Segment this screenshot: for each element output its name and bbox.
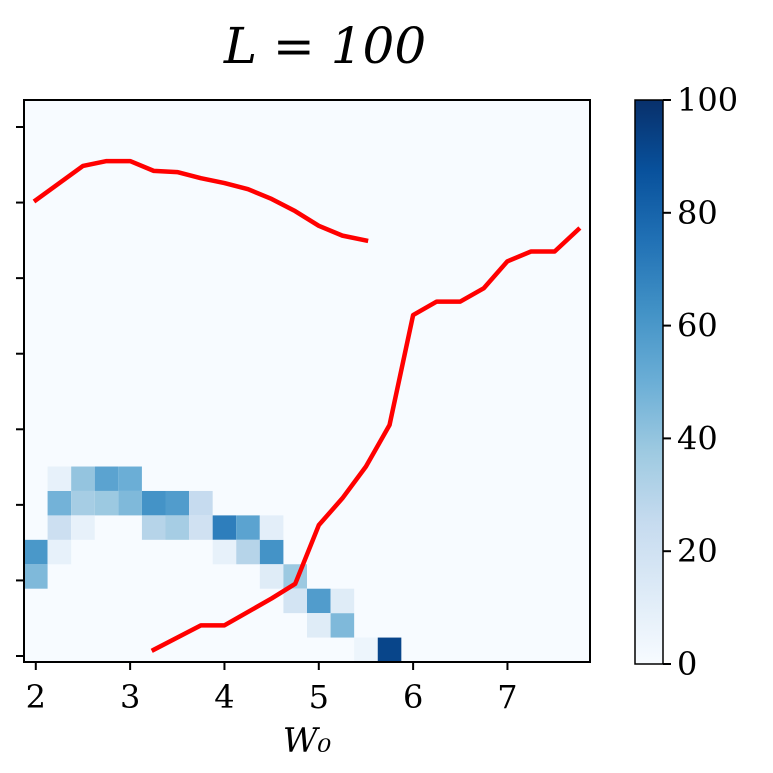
plot-frame (23, 99, 591, 663)
heatmap-cell (94, 490, 119, 516)
series-lines (32, 158, 582, 653)
x-tick-label: 6 (403, 678, 423, 716)
colorbar-tick-label: 80 (677, 194, 718, 232)
heatmap-cell (212, 539, 237, 565)
heatmap-cell (259, 539, 284, 565)
heatmap-cell (189, 490, 213, 516)
colorbar: 0 20 40 60 80 100 (634, 81, 738, 683)
series-line-1 (32, 158, 369, 244)
heatmap-cell (283, 588, 307, 614)
heatmap-cell (47, 539, 72, 565)
heatmap-cell (330, 588, 355, 614)
plot-area (23, 99, 591, 663)
heatmap-cell (165, 515, 190, 540)
heatmap-cell (236, 539, 260, 565)
chart-title: L = 100 (223, 17, 426, 75)
heatmap-cell (307, 588, 331, 614)
heatmap-cell (354, 637, 378, 662)
colorbar-gradient (634, 99, 664, 665)
heatmap-cell (307, 613, 331, 638)
heatmap-cell (236, 515, 260, 540)
heatmap-cell (141, 515, 166, 540)
heatmap-cell (71, 466, 95, 491)
heatmap-cell (71, 490, 95, 516)
colorbar-tick-label: 0 (677, 645, 697, 683)
colorbar-tick-label: 40 (677, 419, 718, 457)
heatmap-cell (212, 515, 237, 540)
heatmap-cell (47, 466, 72, 491)
heatmap-cell (377, 637, 402, 662)
heatmap-cells (24, 466, 402, 662)
heatmap-cell (94, 466, 119, 491)
heatmap-cell (24, 539, 48, 565)
heatmap-cell (24, 564, 48, 589)
heatmap-cell (330, 613, 355, 638)
x-tick-label: 2 (26, 678, 46, 716)
heatmap-cell (141, 490, 166, 516)
x-tick-label: 7 (497, 678, 517, 716)
x-tick-label: 3 (120, 678, 140, 716)
heatmap-cell (71, 515, 95, 540)
series-line-2 (150, 226, 582, 653)
heatmap-cell (118, 466, 142, 491)
colorbar-ticks: 0 20 40 60 80 100 (663, 81, 738, 683)
heatmap-cell (47, 490, 72, 516)
x-axis-label: W₀ (283, 721, 332, 761)
x-tick-label: 5 (309, 678, 329, 716)
y-axis (16, 126, 24, 657)
colorbar-tick-label: 20 (677, 532, 718, 570)
heatmap-cell (47, 515, 72, 540)
heatmap-cell (259, 515, 284, 540)
colorbar-tick-label: 60 (677, 307, 718, 345)
heatmap-cell (259, 564, 284, 589)
x-tick-label: 4 (214, 678, 234, 716)
colorbar-tick-label: 100 (677, 81, 738, 119)
heatmap-cell (118, 490, 142, 516)
heatmap-cell (189, 515, 213, 540)
heatmap-cell (165, 490, 190, 516)
x-axis: 2 3 4 5 6 7 (26, 662, 518, 716)
